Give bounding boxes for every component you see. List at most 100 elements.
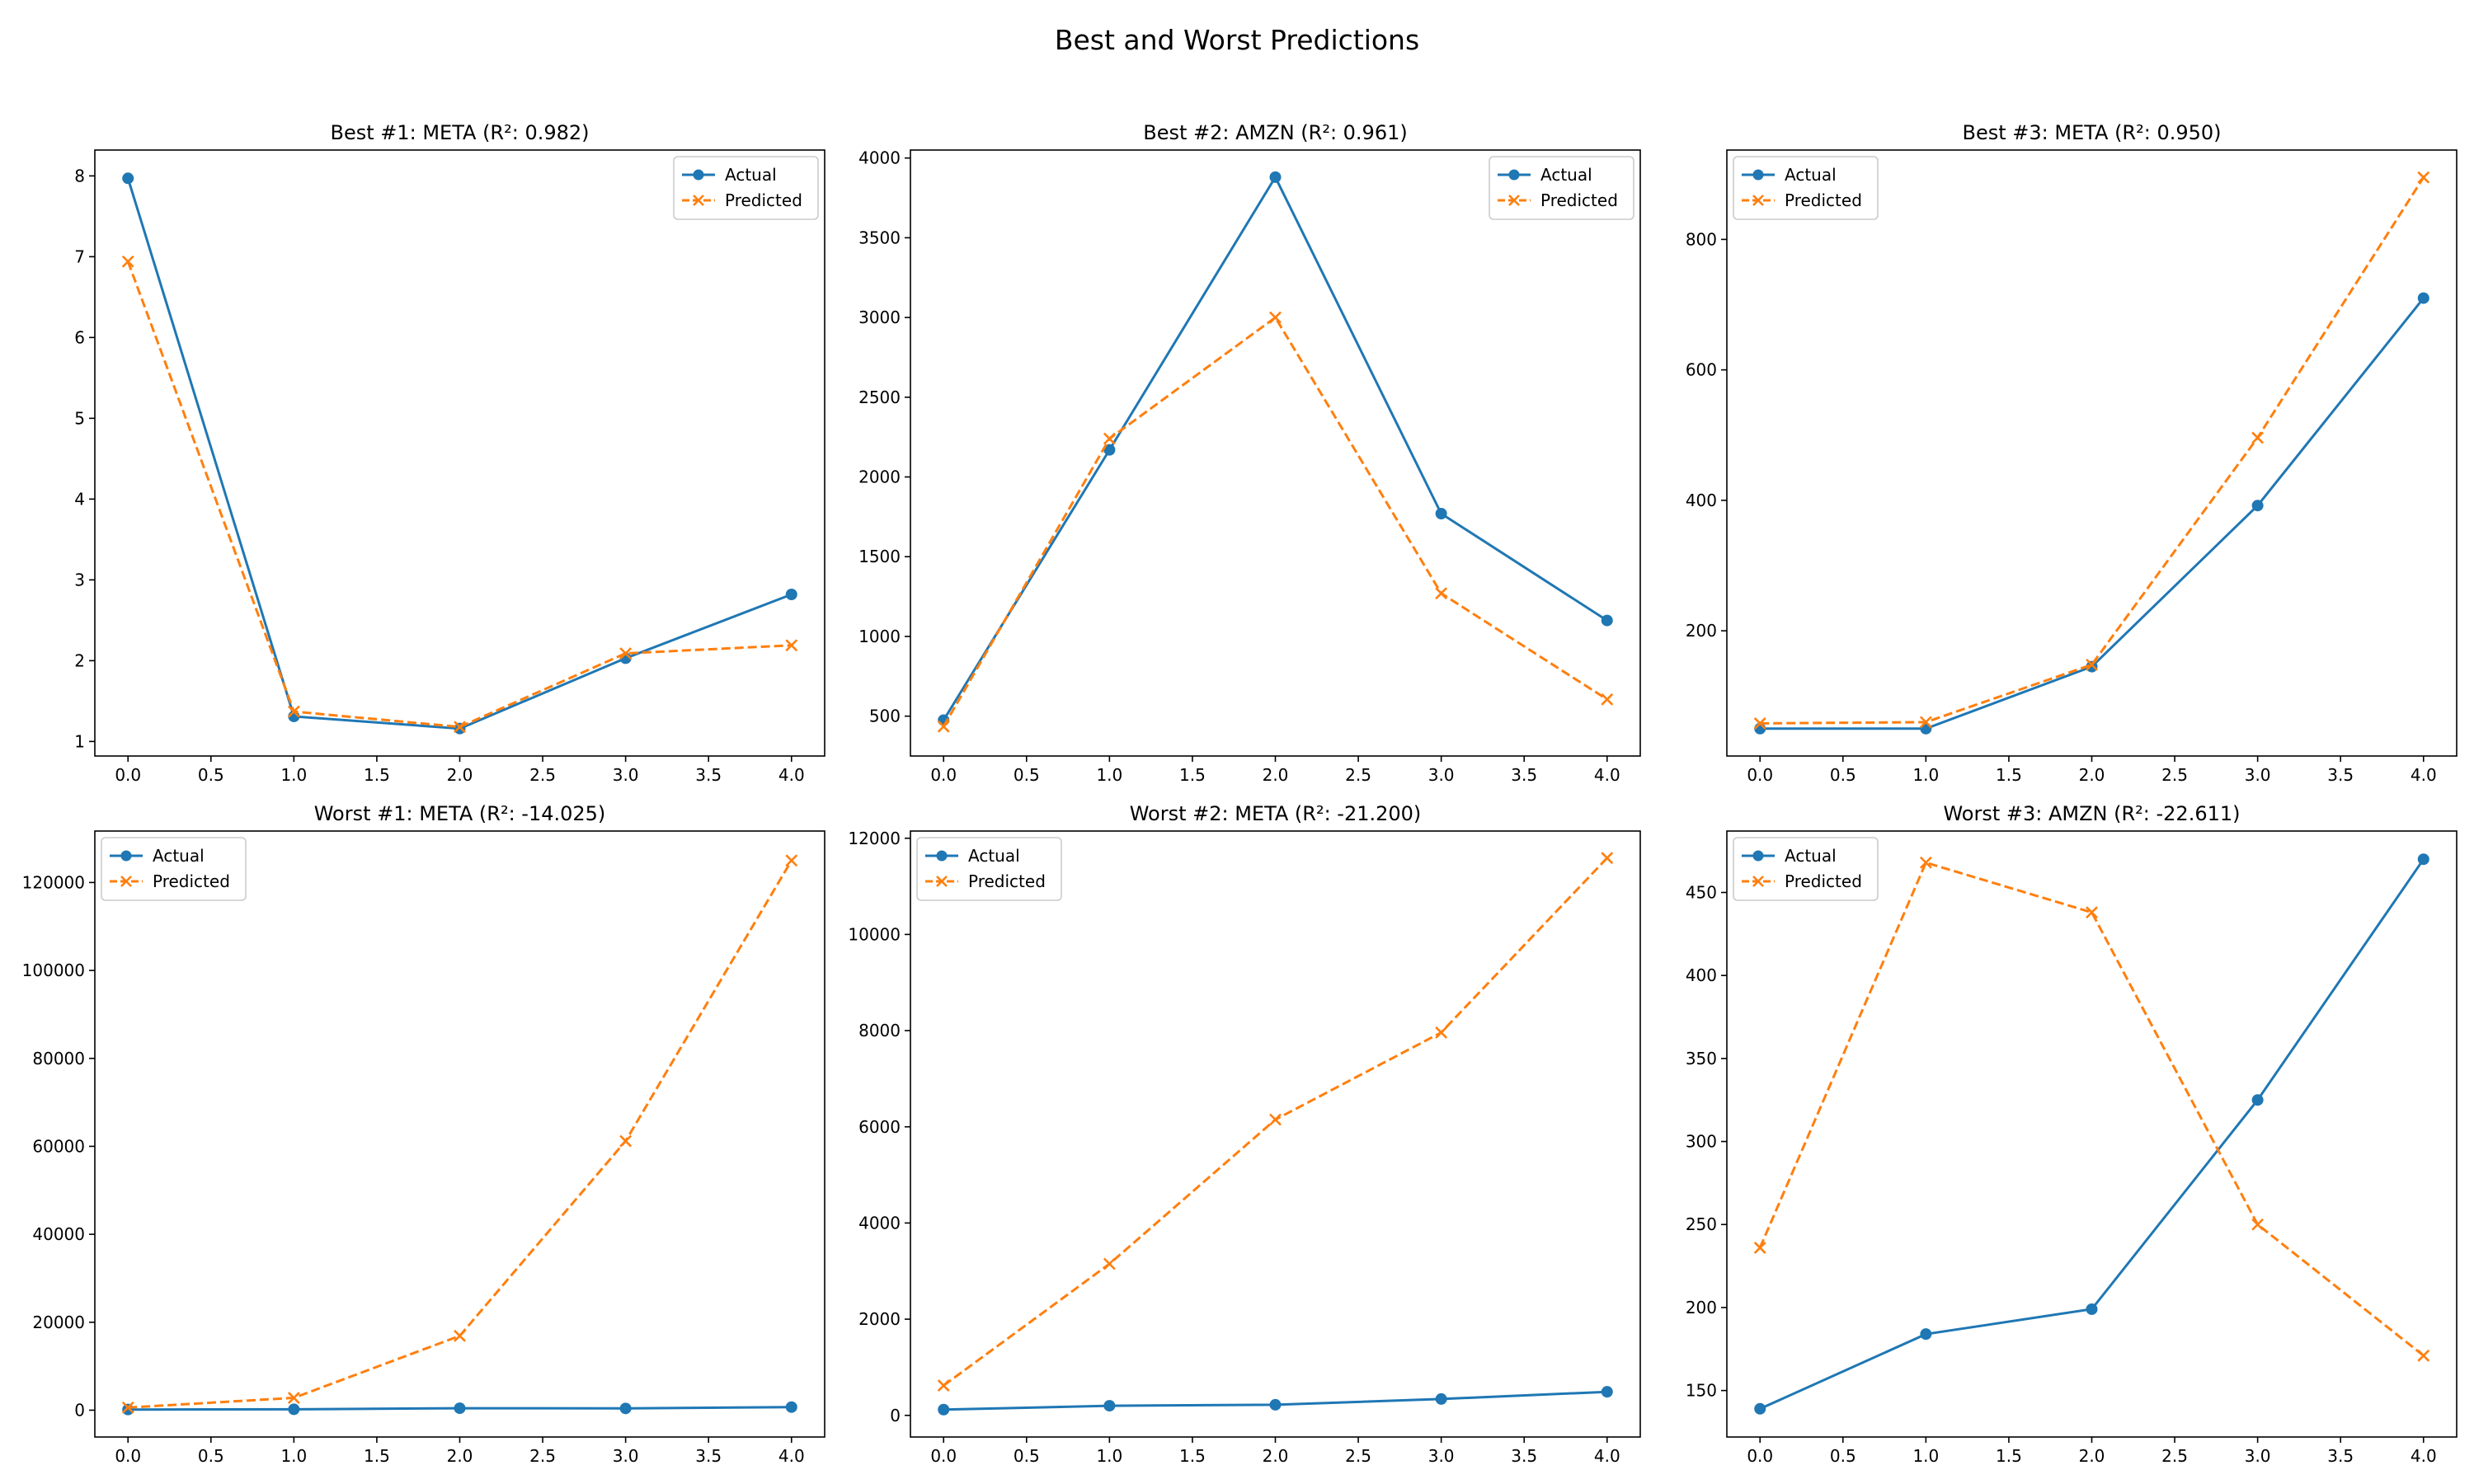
chart-panel-1: Best #1: META (R²: 0.982) 0.0 0.5 1.0 1.5 2.0…: [74, 121, 825, 785]
chart-title: Best #2: AMZN (R²: 0.961): [1143, 121, 1407, 144]
x-tick-label: 3.5: [2327, 1446, 2354, 1466]
legend-label: Actual: [153, 846, 205, 866]
y-tick-label: 400: [1686, 491, 1717, 510]
legend-box: [101, 837, 247, 901]
predicted-point: [2086, 658, 2098, 671]
x-tick-label: 0.5: [1014, 765, 1040, 785]
chart-title: Worst #1: META (R²: -14.025): [314, 802, 606, 825]
x-tick-label: 1.5: [1996, 765, 2022, 785]
y-tick-label: 8000: [858, 1021, 901, 1040]
y-tick-label: 60000: [32, 1136, 85, 1156]
actual-point: [2417, 853, 2429, 866]
y-tick-label: 600: [1686, 360, 1717, 380]
y-tick-label: 3000: [858, 308, 901, 327]
legend: Actual Predicted: [1733, 156, 1879, 220]
axes-frame: [1726, 830, 2458, 1438]
x-tick-label: 3.5: [2327, 765, 2354, 785]
axes-frame: [94, 149, 825, 757]
x-tick-label: 1.0: [1912, 1446, 1939, 1466]
x-tick-label: 0.0: [1747, 765, 1773, 785]
predicted-point: [2251, 1218, 2265, 1231]
x-tick-label: 1.0: [1096, 1446, 1122, 1466]
actual-point: [1435, 508, 1447, 519]
legend-marker-actual: [1752, 169, 1764, 181]
series-line-predicted: [1760, 176, 2425, 725]
series-line-predicted: [1758, 861, 2425, 1357]
y-tick-label: 6: [74, 327, 85, 347]
predicted-point: [121, 1401, 134, 1414]
y-tick-label: 0: [74, 1400, 85, 1420]
y-tick-label: 2000: [858, 467, 901, 487]
x-tick-label: 4.0: [1594, 765, 1620, 785]
x-tick-label: 2.0: [2079, 1446, 2105, 1466]
predicted-point: [121, 255, 134, 268]
axes-frame: [1726, 149, 2458, 757]
predicted-point: [454, 1329, 466, 1342]
actual-point: [2086, 660, 2098, 673]
x-tick-label: 4.0: [1594, 1446, 1620, 1466]
x-tick-label: 0.5: [1830, 1446, 1856, 1466]
x-tick-label: 0.5: [1014, 1446, 1040, 1466]
actual-point: [1920, 722, 1932, 735]
predicted-point: [1103, 432, 1116, 445]
x-tick-label: 1.5: [1179, 1446, 1206, 1466]
actual-point: [2417, 292, 2429, 304]
chart-panel-2: Best #2: AMZN (R²: 0.961) 0.0 0.5 1.0 1.5 2.0…: [858, 121, 1641, 785]
actual-point: [1920, 1328, 1932, 1341]
chart-title: Worst #3: AMZN (R²: -22.611): [1943, 802, 2240, 825]
legend-label: Actual: [725, 165, 777, 185]
actual-point: [122, 172, 134, 185]
legend-label: Predicted: [1785, 871, 1862, 891]
predicted-point: [454, 721, 466, 734]
chart-panel-6: Worst #3: AMZN (R²: -22.611) 0.0 0.5 1.0 1.5…: [1686, 802, 2458, 1466]
legend-box: [1733, 837, 1879, 901]
x-tick-label: 2.5: [2161, 1446, 2188, 1466]
x-tick-label: 3.0: [2245, 1446, 2271, 1466]
series-line-predicted: [942, 315, 1608, 727]
x-tick-label: 1.5: [1179, 765, 1206, 785]
series-line-predicted: [126, 261, 792, 729]
x-tick-label: 2.0: [447, 765, 473, 785]
x-tick-label: 4.0: [2411, 1446, 2437, 1466]
x-tick-label: 3.5: [695, 765, 722, 785]
x-tick-label: 0.5: [198, 1446, 224, 1466]
y-tick-label: 20000: [32, 1313, 85, 1332]
x-tick-label: 3.0: [1428, 765, 1455, 785]
x-tick-label: 2.5: [2161, 765, 2188, 785]
y-tick-label: 300: [1686, 1132, 1717, 1152]
x-tick-label: 1.0: [280, 765, 307, 785]
actual-point: [938, 1403, 950, 1416]
predicted-point: [2251, 431, 2265, 444]
x-tick-label: 1.0: [280, 1446, 307, 1466]
y-tick-label: 10000: [848, 924, 901, 944]
y-tick-label: 5: [74, 408, 85, 428]
y-tick-label: 6000: [858, 1117, 901, 1137]
x-tick-label: 4.0: [778, 765, 805, 785]
legend-marker-predicted: [1508, 195, 1520, 206]
axes-frame: [910, 830, 1641, 1438]
y-tick-label: 3500: [858, 228, 901, 247]
predicted-point: [1601, 852, 1614, 865]
x-tick-label: 0.0: [115, 1446, 141, 1466]
legend: Actual Predicted: [916, 837, 1062, 901]
y-tick-label: 4: [74, 489, 85, 509]
predicted-point: [287, 1392, 300, 1404]
x-tick-label: 2.0: [447, 1446, 473, 1466]
x-tick-label: 2.0: [1263, 1446, 1289, 1466]
legend-label: Actual: [1785, 846, 1837, 866]
y-tick-label: 800: [1686, 229, 1717, 249]
predicted-point: [287, 705, 300, 718]
legend-marker-predicted: [1752, 876, 1764, 887]
x-tick-label: 3.5: [695, 1446, 722, 1466]
y-tick-label: 400: [1686, 965, 1717, 985]
y-tick-label: 4000: [858, 1213, 901, 1233]
chart-title: Best #1: META (R²: 0.982): [330, 121, 589, 144]
x-tick-label: 3.5: [1511, 1446, 1537, 1466]
predicted-point: [1435, 587, 1448, 600]
chart-panel-3: Best #3: META (R²: 0.950) 0.0 0.5 1.0 1.5 2.0…: [1686, 121, 2458, 785]
x-tick-label: 1.0: [1912, 765, 1939, 785]
x-tick-label: 2.5: [529, 765, 556, 785]
chart-panel-4: Worst #1: META (R²: -14.025) 0.0 0.5 1.0 1.5…: [22, 802, 825, 1466]
y-tick-label: 500: [869, 707, 901, 726]
legend-marker-actual: [120, 850, 132, 862]
